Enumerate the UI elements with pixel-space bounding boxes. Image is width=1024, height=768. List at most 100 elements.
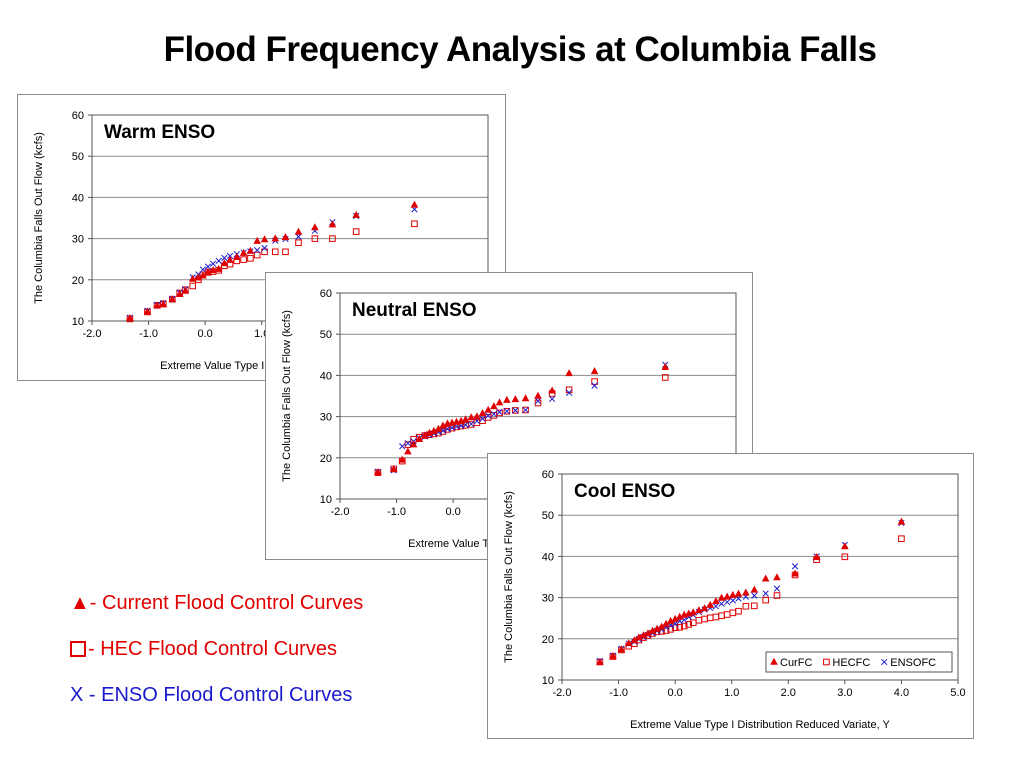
- data-point-CurFC: [729, 590, 737, 598]
- data-point-HECFC: [762, 596, 769, 604]
- data-point-CurFC: [233, 252, 241, 260]
- data-point-ENSOFC: [479, 415, 486, 422]
- x-tick-label: -1.0: [387, 506, 406, 518]
- data-point-CurFC: [812, 553, 821, 561]
- legend-note-hec: - HEC Flood Control Curves: [70, 638, 337, 661]
- data-point-CurFC: [421, 431, 429, 439]
- x-tick-label: 1.0: [724, 687, 739, 699]
- y-axis-title: The Columbia Falls Out Flow (kcfs): [33, 132, 45, 304]
- data-point-HECFC: [898, 535, 905, 542]
- data-point-CurFC: [630, 636, 639, 644]
- x-tick-label: 0.0: [445, 506, 460, 518]
- data-point-CurFC: [639, 631, 648, 639]
- data-point-HECFC: [676, 623, 683, 631]
- data-point-CurFC: [750, 585, 759, 593]
- data-point-ENSOFC: [204, 263, 212, 270]
- data-point-CurFC: [717, 593, 726, 601]
- data-point-ENSOFC: [522, 406, 529, 414]
- data-point-ENSOFC: [496, 408, 503, 416]
- data-point-HECFC: [534, 399, 542, 407]
- legend-label-ENSOFC: ENSOFC: [890, 657, 936, 669]
- data-point-CurFC: [281, 233, 290, 241]
- data-point-CurFC: [723, 592, 731, 600]
- data-point-ENSOFC: [221, 254, 228, 262]
- x-tick-label: -2.0: [553, 687, 572, 699]
- data-point-HECFC: [723, 611, 731, 618]
- data-point-CurFC: [271, 234, 280, 242]
- y-axis-title: The Columbia Falls Out Flow (kcfs): [281, 310, 293, 482]
- data-point-HECFC: [271, 248, 279, 256]
- data-point-CurFC: [644, 629, 652, 637]
- legend-note-enso-text: X - ENSO Flood Control Curves: [70, 684, 353, 706]
- data-point-HECFC: [411, 220, 418, 228]
- data-point-HECFC: [352, 228, 360, 235]
- chart-panel-warm: 102030405060-2.0-1.00.01.02.03.04.05.0Ex…: [17, 94, 506, 381]
- data-point-CurFC: [689, 608, 698, 616]
- data-point-HECFC: [490, 412, 498, 419]
- data-point-CurFC: [671, 614, 679, 622]
- x-tick-label: 3.0: [837, 687, 852, 699]
- y-tick-label: 30: [320, 412, 332, 424]
- data-point-ENSOFC: [254, 246, 261, 254]
- data-point-HECFC: [240, 256, 247, 263]
- y-tick-label: 20: [320, 453, 332, 465]
- legend-marker-CurFC: [770, 657, 778, 665]
- y-tick-label: 40: [72, 192, 84, 204]
- data-point-HECFC: [680, 622, 688, 630]
- data-point-CurFC: [473, 412, 481, 420]
- data-point-CurFC: [439, 421, 447, 429]
- data-point-CurFC: [675, 612, 684, 620]
- y-tick-label: 30: [72, 234, 84, 246]
- y-tick-label: 20: [72, 275, 84, 287]
- data-point-CurFC: [478, 409, 487, 417]
- data-point-HECFC: [706, 614, 714, 622]
- data-point-ENSOFC: [791, 563, 799, 570]
- data-point-CurFC: [199, 271, 207, 279]
- data-point-CurFC: [143, 307, 152, 315]
- data-point-ENSOFC: [512, 407, 519, 414]
- data-point-CurFC: [374, 468, 382, 476]
- legend-label-HECFC: HECFC: [832, 657, 870, 669]
- chart-legend: CurFC HECFC ENSOFC: [765, 651, 953, 673]
- data-point-ENSOFC: [751, 592, 758, 599]
- data-point-HECFC: [701, 615, 708, 623]
- series-CurFC: [596, 517, 906, 666]
- data-point-CurFC: [294, 227, 303, 235]
- x-tick-label: -1.0: [609, 687, 628, 699]
- data-point-CurFC: [662, 619, 670, 627]
- data-point-CurFC: [311, 223, 319, 231]
- data-point-CurFC: [897, 517, 906, 525]
- data-point-CurFC: [761, 574, 770, 582]
- data-point-HECFC: [729, 609, 737, 617]
- data-point-HECFC: [661, 374, 669, 381]
- data-point-CurFC: [590, 367, 599, 375]
- data-point-CurFC: [434, 424, 443, 432]
- data-point-CurFC: [712, 597, 720, 605]
- legend-label-CurFC: CurFC: [780, 657, 812, 669]
- data-point-ENSOFC: [503, 408, 511, 415]
- data-point-ENSOFC: [762, 590, 769, 597]
- y-tick-label: 60: [542, 469, 554, 481]
- data-point-CurFC: [415, 435, 423, 443]
- data-point-HECFC: [295, 239, 302, 247]
- data-point-CurFC: [635, 633, 643, 641]
- data-point-CurFC: [461, 415, 470, 423]
- data-point-HECFC: [565, 386, 573, 394]
- data-point-HECFC: [742, 602, 750, 610]
- data-point-CurFC: [666, 616, 675, 624]
- data-point-ENSOFC: [468, 420, 475, 428]
- data-point-CurFC: [511, 395, 520, 403]
- y-tick-label: 60: [320, 288, 332, 300]
- data-point-ENSOFC: [485, 412, 492, 419]
- x-tick-label: 4.0: [894, 687, 909, 699]
- legend-marker-HECFC: [823, 658, 830, 666]
- plot-area: [561, 473, 959, 681]
- x-tick-label: 2.0: [781, 687, 796, 699]
- data-point-CurFC: [239, 248, 248, 256]
- data-point-ENSOFC: [404, 440, 412, 447]
- chart-cool-svg: 10 20 30 40 50 60 -2.0 -1.0 0.0 1.0 2.0 3.0 4.0 5.0 Ex…: [503, 469, 966, 731]
- series-ENSOFC: [596, 519, 905, 665]
- data-point-ENSOFC: [712, 603, 720, 610]
- triangle-marker-icon: ▲: [70, 592, 90, 614]
- data-point-CurFC: [706, 600, 715, 608]
